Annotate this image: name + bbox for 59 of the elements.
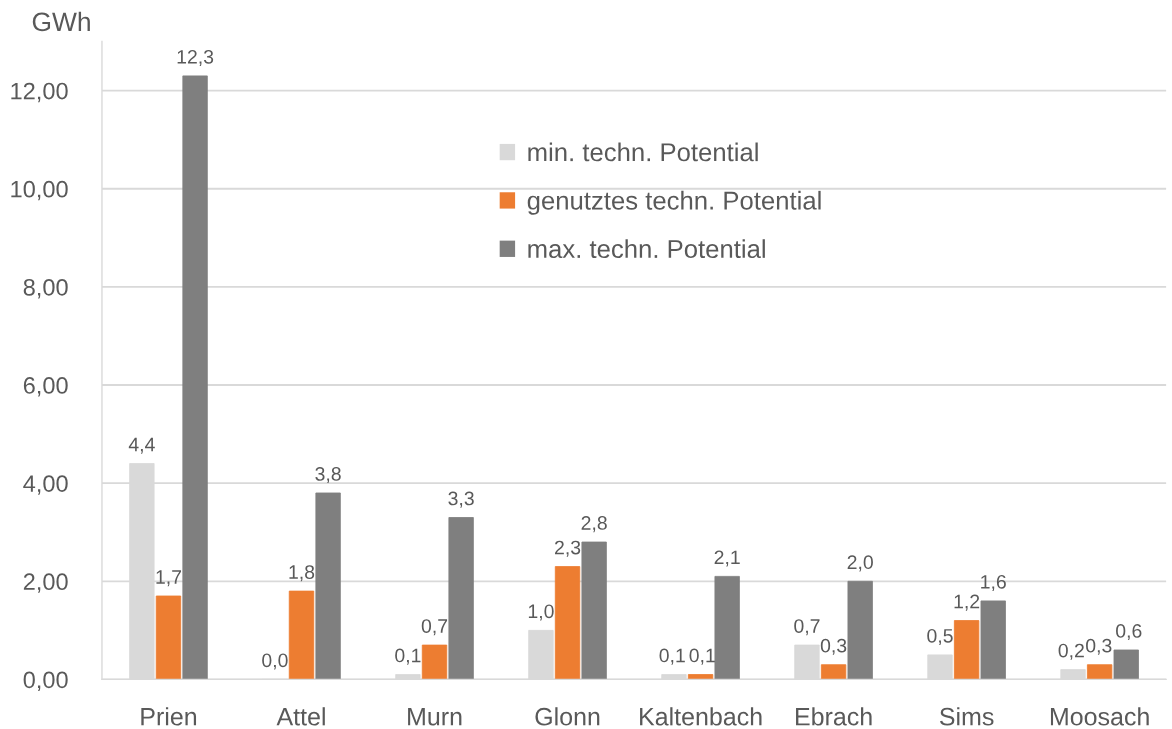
data-label: 0,3 (1086, 638, 1112, 655)
x-tick-label: Kaltenbach (640, 707, 762, 726)
y-tick-label: 6,00 (23, 377, 68, 397)
data-label: 1,6 (981, 574, 1006, 592)
bar (714, 575, 740, 680)
bar (448, 517, 474, 680)
data-label: 0,2 (1058, 643, 1084, 660)
bar (980, 600, 1006, 680)
data-label: 2,8 (581, 516, 607, 533)
y-axis-title: GWh (32, 11, 90, 32)
legend-label: max. techn. Potential (528, 239, 765, 259)
bar (581, 541, 607, 680)
data-label: 0,7 (421, 619, 448, 636)
bar (288, 590, 315, 680)
data-label: 2,0 (847, 555, 873, 572)
data-label: 1,7 (156, 570, 182, 587)
bar (687, 674, 714, 680)
data-label: 4,4 (128, 437, 155, 454)
y-tick-label: 4,00 (23, 475, 68, 495)
x-tick-label: Sims (939, 707, 994, 726)
y-tick-label: 2,00 (23, 573, 68, 593)
data-label: 0,5 (927, 628, 953, 646)
x-tick-label: Ebrach (796, 707, 872, 726)
data-label: 2,3 (555, 540, 581, 557)
bar (953, 620, 980, 680)
y-tick-label: 8,00 (23, 278, 68, 299)
bar (421, 644, 448, 680)
bar (847, 580, 873, 680)
x-tick-label: Murn (408, 708, 462, 726)
data-label: 1,8 (289, 565, 315, 582)
legend-label: genutztes techn. Potential (527, 190, 821, 215)
data-label: 1,0 (528, 604, 554, 621)
data-label: 0,0 (262, 653, 288, 670)
bar (315, 492, 341, 680)
data-label: 2,1 (714, 550, 740, 567)
bar (554, 566, 581, 680)
bar (155, 595, 182, 680)
data-label: 0,3 (820, 638, 847, 655)
data-label: 1,2 (954, 594, 980, 611)
legend-label: min. techn. Potential (528, 142, 758, 162)
y-tick-label: 0,00 (23, 671, 68, 691)
x-tick-label: Prien (141, 707, 197, 726)
data-label: 3,3 (448, 491, 474, 508)
data-label: 0,7 (794, 619, 820, 636)
x-tick-label: Moosach (1050, 707, 1149, 726)
y-tick-label: 10,00 (11, 180, 68, 201)
bar (1086, 664, 1113, 680)
data-label: 12,3 (177, 49, 214, 67)
data-label: 0,1 (689, 648, 715, 665)
data-label: 0,1 (659, 648, 685, 665)
data-label: 0,6 (1116, 624, 1142, 641)
bar (1113, 649, 1139, 680)
x-tick-label: Attel (276, 707, 325, 726)
x-tick-label: Glonn (535, 707, 600, 726)
bar (182, 75, 208, 680)
data-label: 0,1 (395, 648, 421, 665)
y-tick-label: 12,00 (11, 82, 68, 103)
bar (820, 664, 847, 680)
data-label: 3,8 (315, 467, 341, 484)
